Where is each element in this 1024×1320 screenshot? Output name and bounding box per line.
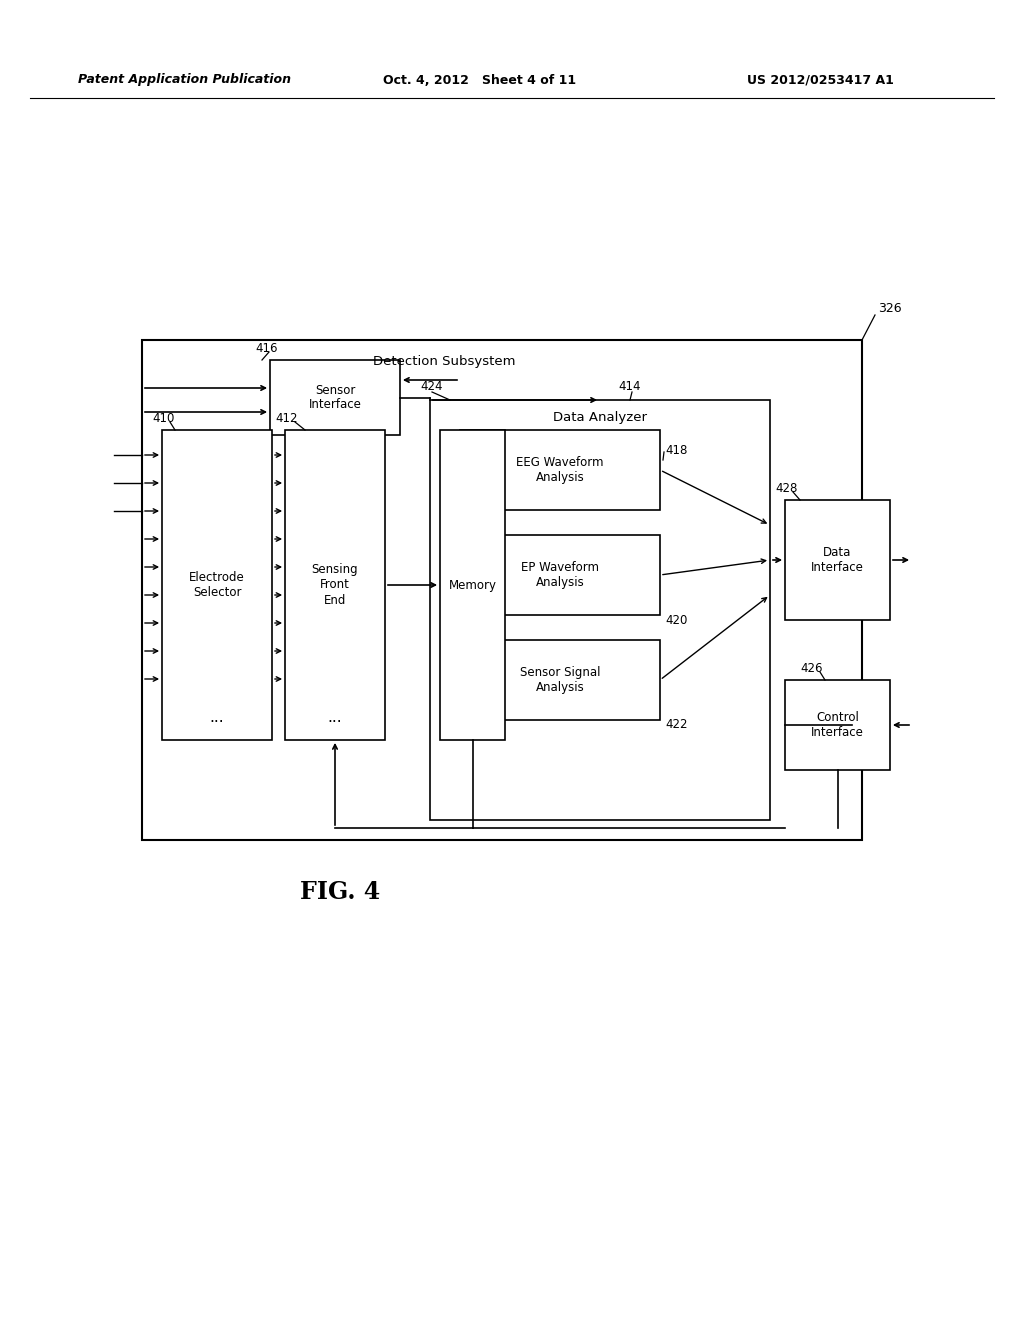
Text: Control
Interface: Control Interface xyxy=(811,711,864,739)
Bar xyxy=(270,360,400,436)
Text: EP Waveform
Analysis: EP Waveform Analysis xyxy=(521,561,599,589)
Text: Data Analyzer: Data Analyzer xyxy=(553,412,647,425)
Bar xyxy=(162,430,272,741)
Text: 420: 420 xyxy=(665,614,687,627)
Text: 416: 416 xyxy=(255,342,278,355)
Bar xyxy=(430,400,770,820)
Text: ...: ... xyxy=(328,710,342,726)
Bar xyxy=(785,680,890,770)
Bar xyxy=(285,430,385,741)
Text: 410: 410 xyxy=(152,412,174,425)
Text: FIG. 4: FIG. 4 xyxy=(300,880,380,904)
Text: 426: 426 xyxy=(800,661,822,675)
Text: 422: 422 xyxy=(665,718,687,731)
Bar xyxy=(460,535,660,615)
Bar xyxy=(142,341,862,840)
Text: ...: ... xyxy=(210,710,224,726)
Text: 428: 428 xyxy=(775,482,798,495)
Text: Patent Application Publication: Patent Application Publication xyxy=(79,74,292,87)
Bar xyxy=(785,500,890,620)
Bar xyxy=(440,430,505,741)
Bar xyxy=(460,640,660,719)
Text: Sensing
Front
End: Sensing Front End xyxy=(311,564,358,606)
Text: Electrode
Selector: Electrode Selector xyxy=(189,572,245,599)
Text: 418: 418 xyxy=(665,444,687,457)
Text: Sensor
Interface: Sensor Interface xyxy=(308,384,361,412)
Text: 412: 412 xyxy=(275,412,298,425)
Bar xyxy=(460,430,660,510)
Text: EEG Waveform
Analysis: EEG Waveform Analysis xyxy=(516,455,604,484)
Text: Oct. 4, 2012   Sheet 4 of 11: Oct. 4, 2012 Sheet 4 of 11 xyxy=(383,74,577,87)
Text: Memory: Memory xyxy=(449,578,497,591)
Text: 424: 424 xyxy=(420,380,442,392)
Text: 326: 326 xyxy=(878,301,901,314)
Text: Data
Interface: Data Interface xyxy=(811,546,864,574)
Text: US 2012/0253417 A1: US 2012/0253417 A1 xyxy=(746,74,893,87)
Text: Sensor Signal
Analysis: Sensor Signal Analysis xyxy=(520,667,600,694)
Text: Detection Subsystem: Detection Subsystem xyxy=(373,355,516,368)
Text: 414: 414 xyxy=(618,380,640,392)
